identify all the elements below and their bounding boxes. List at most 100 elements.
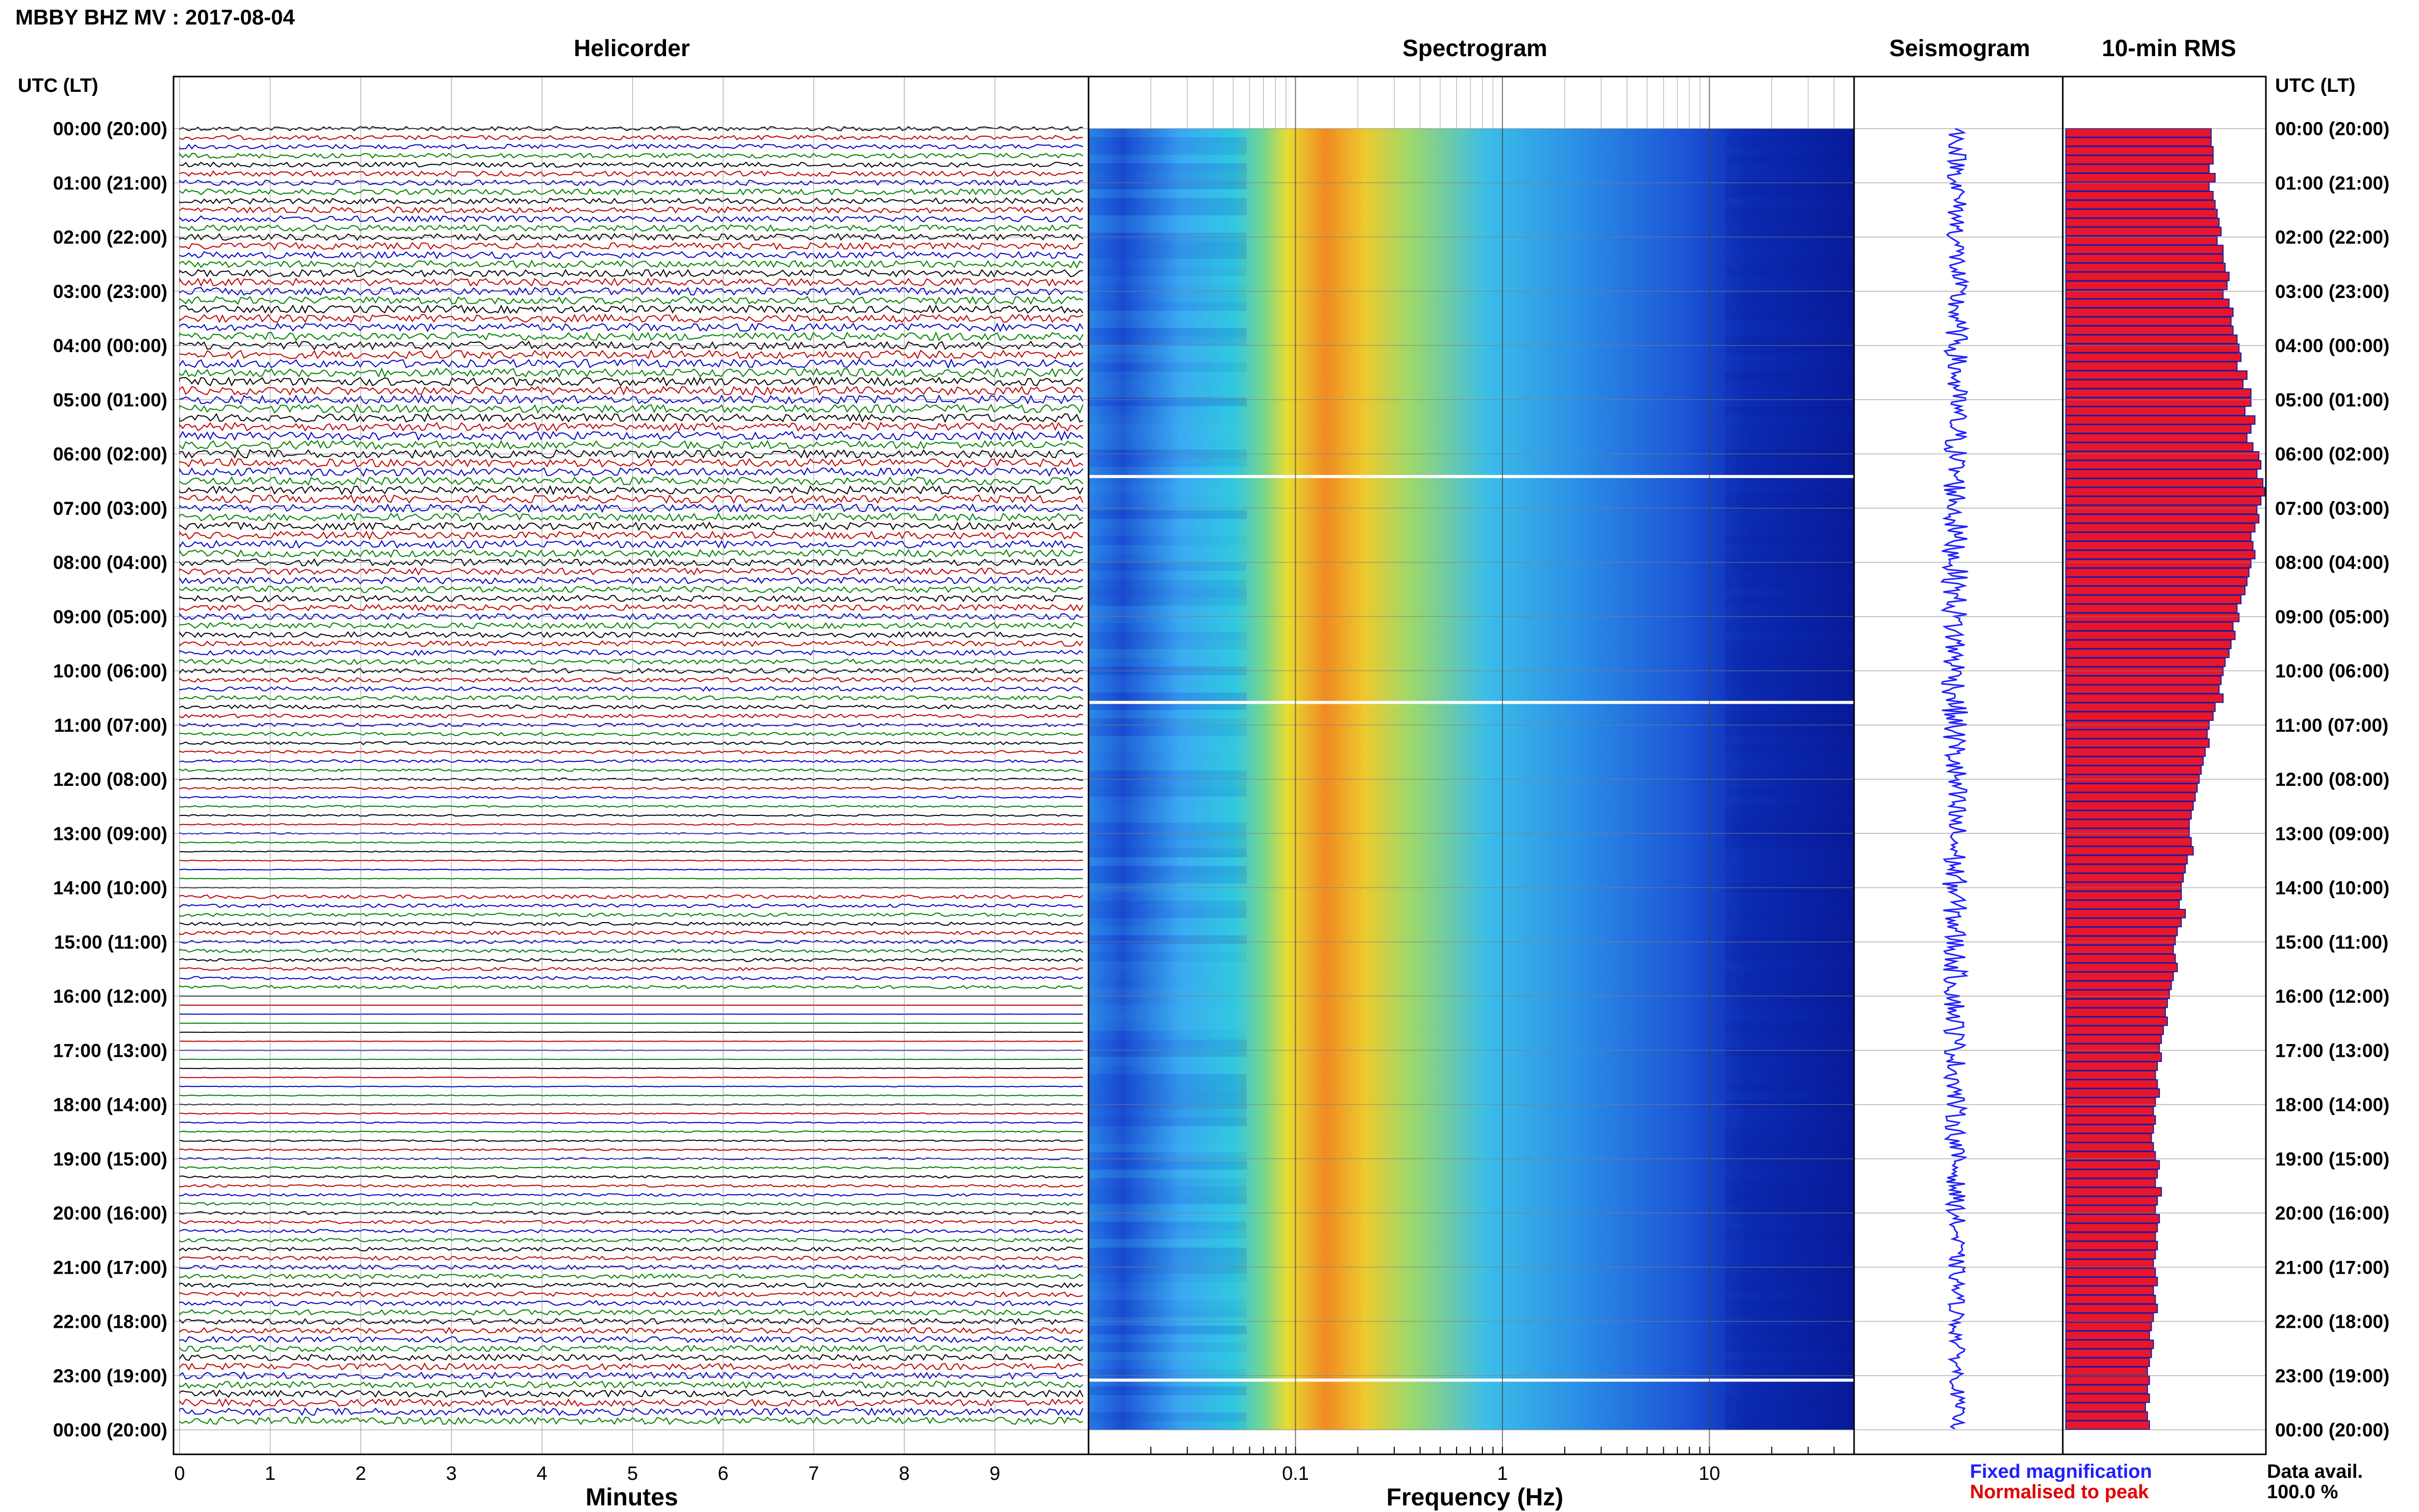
helicorder-trace (179, 594, 1083, 603)
rms-bar (2065, 1312, 2154, 1322)
spectrogram-row (1089, 814, 1247, 823)
x-tick-label-frequency: 10 (1698, 1463, 1720, 1484)
helicorder-trace (179, 268, 1083, 278)
spectrogram-row (1089, 823, 1247, 831)
spectrogram-row (1725, 571, 1854, 580)
helicorder-trace (179, 741, 1083, 746)
rms-bar (2065, 1241, 2158, 1251)
rms-bar (2065, 271, 2230, 282)
spectrogram-row (1725, 1196, 1854, 1204)
spectrogram-row (1089, 1412, 1247, 1421)
helicorder-trace (179, 313, 1083, 324)
spectrogram-row (1089, 267, 1247, 276)
spectrogram-row (1089, 1022, 1247, 1031)
spectrogram-row (1089, 545, 1247, 554)
spectrogram-row (1725, 736, 1854, 745)
rms-bar (2065, 684, 2220, 694)
spectrogram-row (1089, 1421, 1247, 1430)
spectrogram-row (1725, 823, 1854, 831)
spectrogram-row (1725, 1204, 1854, 1213)
spectrogram-row (1725, 901, 1854, 909)
rms-bar (2065, 1411, 2148, 1421)
spectrogram-row (1725, 1326, 1854, 1334)
rms-bars (2065, 128, 2265, 1430)
rms-bar (2065, 155, 2214, 165)
helicorder-trace (179, 197, 1083, 205)
rms-bar (2065, 146, 2214, 156)
rms-bar (2065, 1285, 2154, 1296)
rms-bar (2065, 137, 2212, 147)
spectrogram-row (1089, 1291, 1247, 1300)
helicorder-trace (179, 259, 1083, 269)
rms-bar (2065, 666, 2224, 676)
spectrogram-row (1089, 163, 1247, 172)
spectrogram-row (1725, 918, 1854, 927)
spectrogram-row (1089, 788, 1247, 797)
spectrogram-row (1089, 727, 1247, 736)
x-ticks-helicorder: 0 1 2 3 4 5 6 7 8 9 (174, 1463, 1000, 1484)
spectrogram-row (1725, 970, 1854, 979)
y-tick-label: 20:00 (16:00) (53, 1203, 167, 1224)
rms-bar (2065, 1142, 2154, 1152)
helicorder-trace (179, 349, 1083, 360)
rms-bar (2065, 217, 2220, 228)
spectrogram-row (1725, 545, 1854, 554)
spectrogram-gap (1089, 701, 1854, 704)
y-tick-label-right: 22:00 (18:00) (2275, 1311, 2389, 1332)
spectrogram-row (1725, 536, 1854, 545)
spectrogram-row (1725, 961, 1854, 970)
helicorder-trace (179, 878, 1083, 880)
helicorder-trace (179, 912, 1083, 918)
y-tick-label: 01:00 (21:00) (53, 172, 167, 193)
rms-bar (2065, 200, 2216, 210)
helicorder-trace (179, 304, 1083, 314)
rms-bar (2065, 209, 2218, 218)
y-tick-label: 19:00 (15:00) (53, 1149, 167, 1170)
spectrogram-row (1725, 831, 1854, 840)
helicorder-trace (179, 1416, 1083, 1426)
helicorder-trace (179, 412, 1083, 424)
rms-bar (2065, 1258, 2154, 1269)
helicorder-trace (179, 667, 1083, 675)
spectrogram-row (1089, 918, 1247, 927)
spectrogram-row (1725, 1282, 1854, 1291)
rms-bar (2065, 325, 2234, 335)
y-tick-label: 17:00 (13:00) (53, 1040, 167, 1061)
rms-bar (2065, 738, 2210, 748)
spectrogram-row (1089, 319, 1247, 328)
helicorder-trace (179, 1094, 1083, 1097)
spectrogram-row (1089, 1083, 1247, 1092)
spectrogram-row (1089, 536, 1247, 545)
y-axis-label-left: UTC (LT) (18, 75, 98, 96)
helicorder-trace (179, 869, 1083, 871)
rms-bar (2065, 307, 2234, 317)
helicorder-trace (179, 1139, 1083, 1142)
helicorder-trace (179, 467, 1083, 477)
spectrogram-row (1089, 1360, 1247, 1369)
rms-bar (2065, 1187, 2162, 1197)
helicorder-trace (179, 1345, 1083, 1352)
rms-bar (2065, 1232, 2156, 1242)
rms-bar (2065, 1340, 2154, 1349)
spectrogram-row (1725, 1213, 1854, 1222)
rms-bar (2065, 828, 2190, 838)
y-tick-label: 00:00 (20:00) (53, 1420, 167, 1441)
helicorder-trace (179, 949, 1083, 953)
rms-bar (2065, 1115, 2156, 1125)
rms-bar (2065, 1079, 2158, 1089)
y-tick-label-right: 04:00 (00:00) (2275, 335, 2389, 356)
helicorder-trace (179, 449, 1083, 459)
rms-bar (2065, 361, 2238, 371)
spectrogram-row (1725, 1239, 1854, 1248)
helicorder-trace (179, 143, 1083, 150)
helicorder-trace (179, 277, 1083, 287)
y-tick-label: 04:00 (00:00) (53, 335, 167, 356)
spectrogram-row (1725, 710, 1854, 718)
helicorder-trace (179, 1175, 1083, 1179)
rms-bar (2065, 873, 2184, 883)
rms-bar (2065, 837, 2192, 847)
spectrogram-row (1725, 1031, 1854, 1039)
rms-bar (2065, 478, 2264, 488)
spectrogram-row (1725, 1291, 1854, 1300)
helicorder-trace (179, 242, 1083, 251)
